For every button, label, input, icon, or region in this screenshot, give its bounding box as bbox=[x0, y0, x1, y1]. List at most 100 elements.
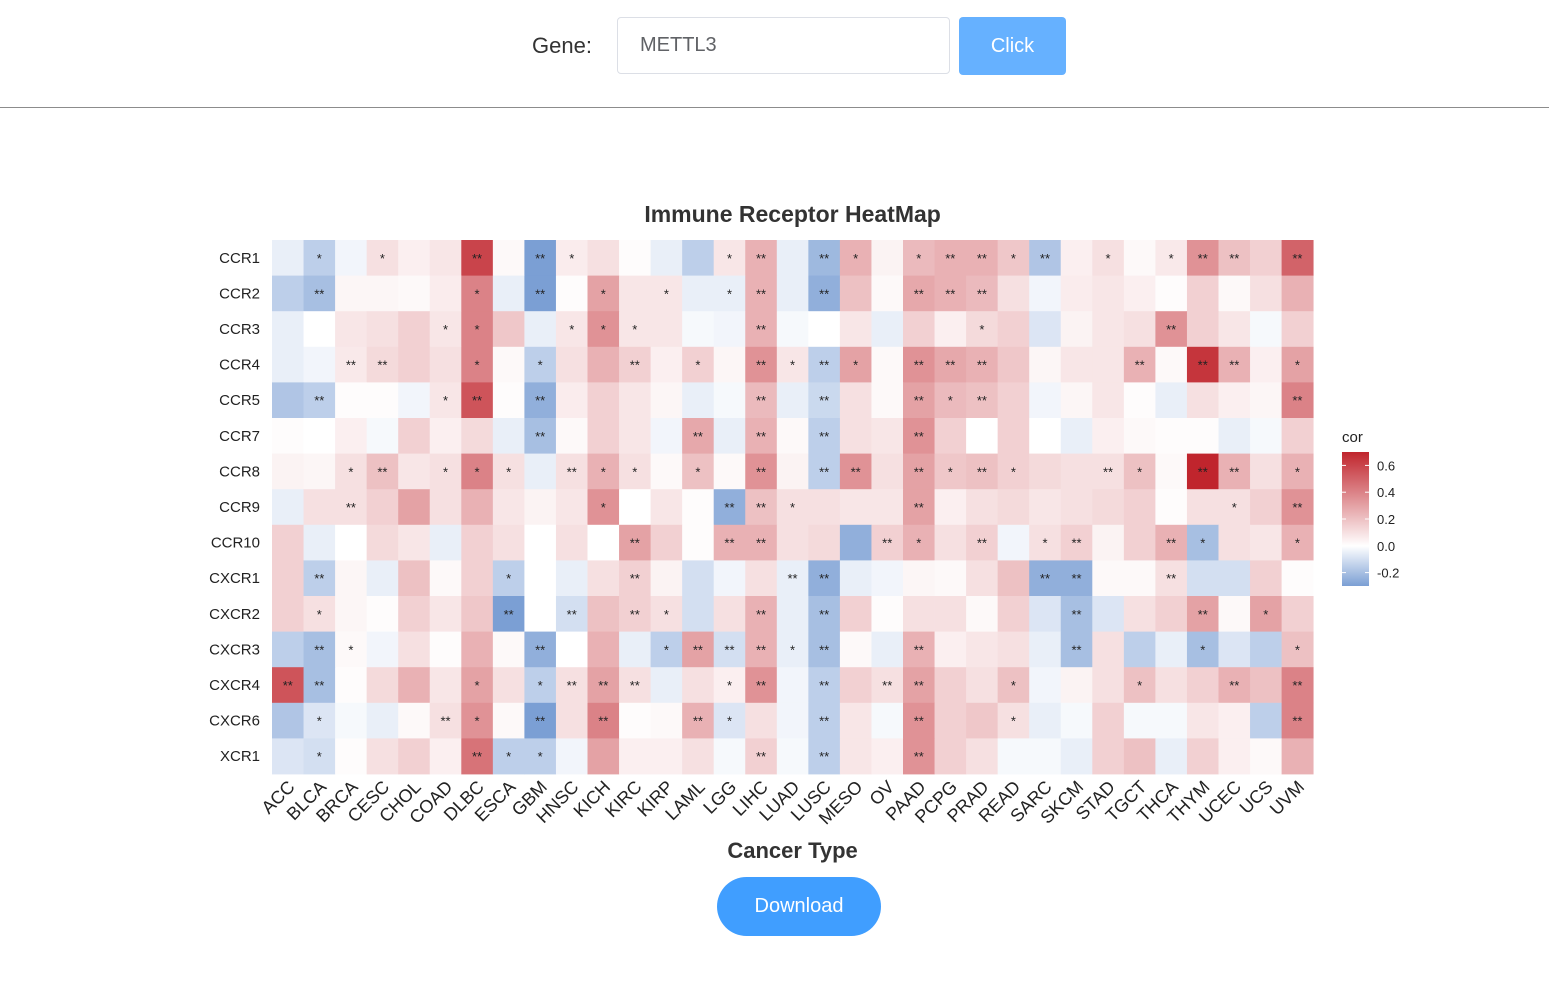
significance-label: * bbox=[632, 464, 637, 479]
significance-label: * bbox=[632, 322, 637, 337]
heatmap-cell bbox=[524, 346, 557, 383]
heatmap-cell bbox=[966, 560, 999, 597]
heatmap-cell bbox=[713, 275, 746, 312]
heatmap-cell bbox=[335, 275, 368, 312]
significance-label: ** bbox=[945, 358, 955, 373]
heatmap-cell bbox=[1029, 418, 1062, 454]
heatmap-cell bbox=[587, 311, 620, 348]
heatmap-cell bbox=[871, 346, 904, 383]
heatmap-cell bbox=[335, 311, 368, 348]
heatmap-cell bbox=[1186, 240, 1219, 276]
heatmap-cell bbox=[1186, 596, 1219, 632]
heatmap-cell bbox=[398, 524, 431, 561]
y-tick-label: CCR10 bbox=[211, 535, 260, 552]
significance-label: ** bbox=[945, 251, 955, 266]
heatmap-cell bbox=[524, 418, 557, 454]
significance-label: * bbox=[538, 678, 543, 693]
heatmap-cell bbox=[1281, 418, 1314, 454]
heatmap-cell bbox=[839, 240, 872, 276]
heatmap-cell bbox=[555, 382, 588, 419]
significance-label: ** bbox=[1229, 464, 1239, 479]
significance-label: * bbox=[664, 286, 669, 301]
heatmap-cell bbox=[272, 667, 304, 704]
heatmap-cell bbox=[398, 738, 431, 775]
significance-label: ** bbox=[819, 464, 829, 479]
heatmap-cell bbox=[1123, 453, 1156, 490]
heatmap-cell bbox=[650, 596, 683, 632]
significance-label: ** bbox=[535, 429, 545, 444]
heatmap-cell bbox=[272, 596, 304, 632]
heatmap-cell bbox=[903, 311, 935, 348]
significance-label: ** bbox=[1292, 393, 1302, 408]
heatmap-cell bbox=[650, 418, 683, 454]
y-tick-label: CCR8 bbox=[219, 463, 260, 480]
heatmap-cell bbox=[555, 524, 588, 561]
heatmap-cell bbox=[1155, 738, 1188, 775]
heatmap-cell bbox=[650, 738, 683, 775]
heatmap-cell bbox=[839, 346, 872, 383]
heatmap-cell bbox=[1186, 418, 1219, 454]
significance-label: * bbox=[727, 678, 732, 693]
heatmap-cell bbox=[366, 560, 399, 597]
heatmap-cell bbox=[997, 702, 1030, 739]
heatmap-cell bbox=[335, 596, 368, 632]
heatmap-cell bbox=[429, 702, 462, 739]
significance-label: ** bbox=[1229, 251, 1239, 266]
gene-input[interactable] bbox=[617, 17, 950, 74]
heatmap-cell bbox=[303, 240, 336, 276]
y-tick-label: CCR1 bbox=[219, 250, 260, 267]
heatmap-cell bbox=[461, 489, 494, 526]
heatmap-cell bbox=[1186, 275, 1219, 312]
heatmap-cell bbox=[1218, 667, 1251, 704]
heatmap-cell bbox=[682, 275, 715, 312]
heatmap-cell bbox=[903, 738, 935, 775]
heatmap-cell bbox=[1123, 702, 1156, 739]
heatmap-cell bbox=[366, 275, 399, 312]
heatmap-cell bbox=[429, 560, 462, 597]
click-button[interactable]: Click bbox=[959, 17, 1066, 75]
significance-label: ** bbox=[819, 571, 829, 586]
significance-label: ** bbox=[724, 642, 734, 657]
heatmap-cell bbox=[619, 524, 651, 561]
heatmap-cell bbox=[461, 560, 494, 597]
heatmap-cell bbox=[619, 275, 651, 312]
significance-label: ** bbox=[1166, 322, 1176, 337]
significance-label: ** bbox=[693, 642, 703, 657]
heatmap-cell bbox=[1060, 667, 1093, 704]
heatmap-cell bbox=[934, 240, 967, 276]
heatmap-cell bbox=[1029, 702, 1062, 739]
heatmap-cell bbox=[1155, 240, 1188, 276]
heatmap-cell bbox=[1060, 240, 1093, 276]
heatmap-cell bbox=[619, 596, 651, 632]
heatmap-cell bbox=[903, 560, 935, 597]
heatmap-cell bbox=[871, 524, 904, 561]
heatmap-cell bbox=[1218, 382, 1251, 419]
heatmap-cell bbox=[997, 489, 1030, 526]
heatmap-cell bbox=[808, 667, 841, 704]
heatmap-cell bbox=[398, 453, 431, 490]
heatmap-cell bbox=[272, 631, 304, 668]
heatmap-cell bbox=[1155, 560, 1188, 597]
significance-label: ** bbox=[440, 714, 450, 729]
heatmap-cell bbox=[871, 418, 904, 454]
heatmap-cell bbox=[335, 346, 368, 383]
heatmap-cell bbox=[713, 489, 746, 526]
heatmap-cell bbox=[1250, 596, 1282, 632]
heatmap-cell bbox=[366, 418, 399, 454]
heatmap-cell bbox=[650, 667, 683, 704]
significance-label: ** bbox=[914, 358, 924, 373]
download-button[interactable]: Download bbox=[717, 877, 881, 936]
heatmap-cell bbox=[461, 453, 494, 490]
significance-label: ** bbox=[1198, 358, 1208, 373]
heatmap-cell bbox=[1029, 631, 1062, 668]
heatmap-cell bbox=[1281, 489, 1314, 526]
heatmap-cell bbox=[1029, 738, 1062, 775]
significance-label: * bbox=[506, 571, 511, 586]
heatmap-cell bbox=[524, 702, 557, 739]
heatmap-cell bbox=[524, 738, 557, 775]
significance-label: ** bbox=[314, 286, 324, 301]
significance-label: ** bbox=[756, 642, 766, 657]
heatmap-cell bbox=[492, 311, 525, 348]
heatmap-cell bbox=[366, 738, 399, 775]
significance-label: ** bbox=[1071, 571, 1081, 586]
